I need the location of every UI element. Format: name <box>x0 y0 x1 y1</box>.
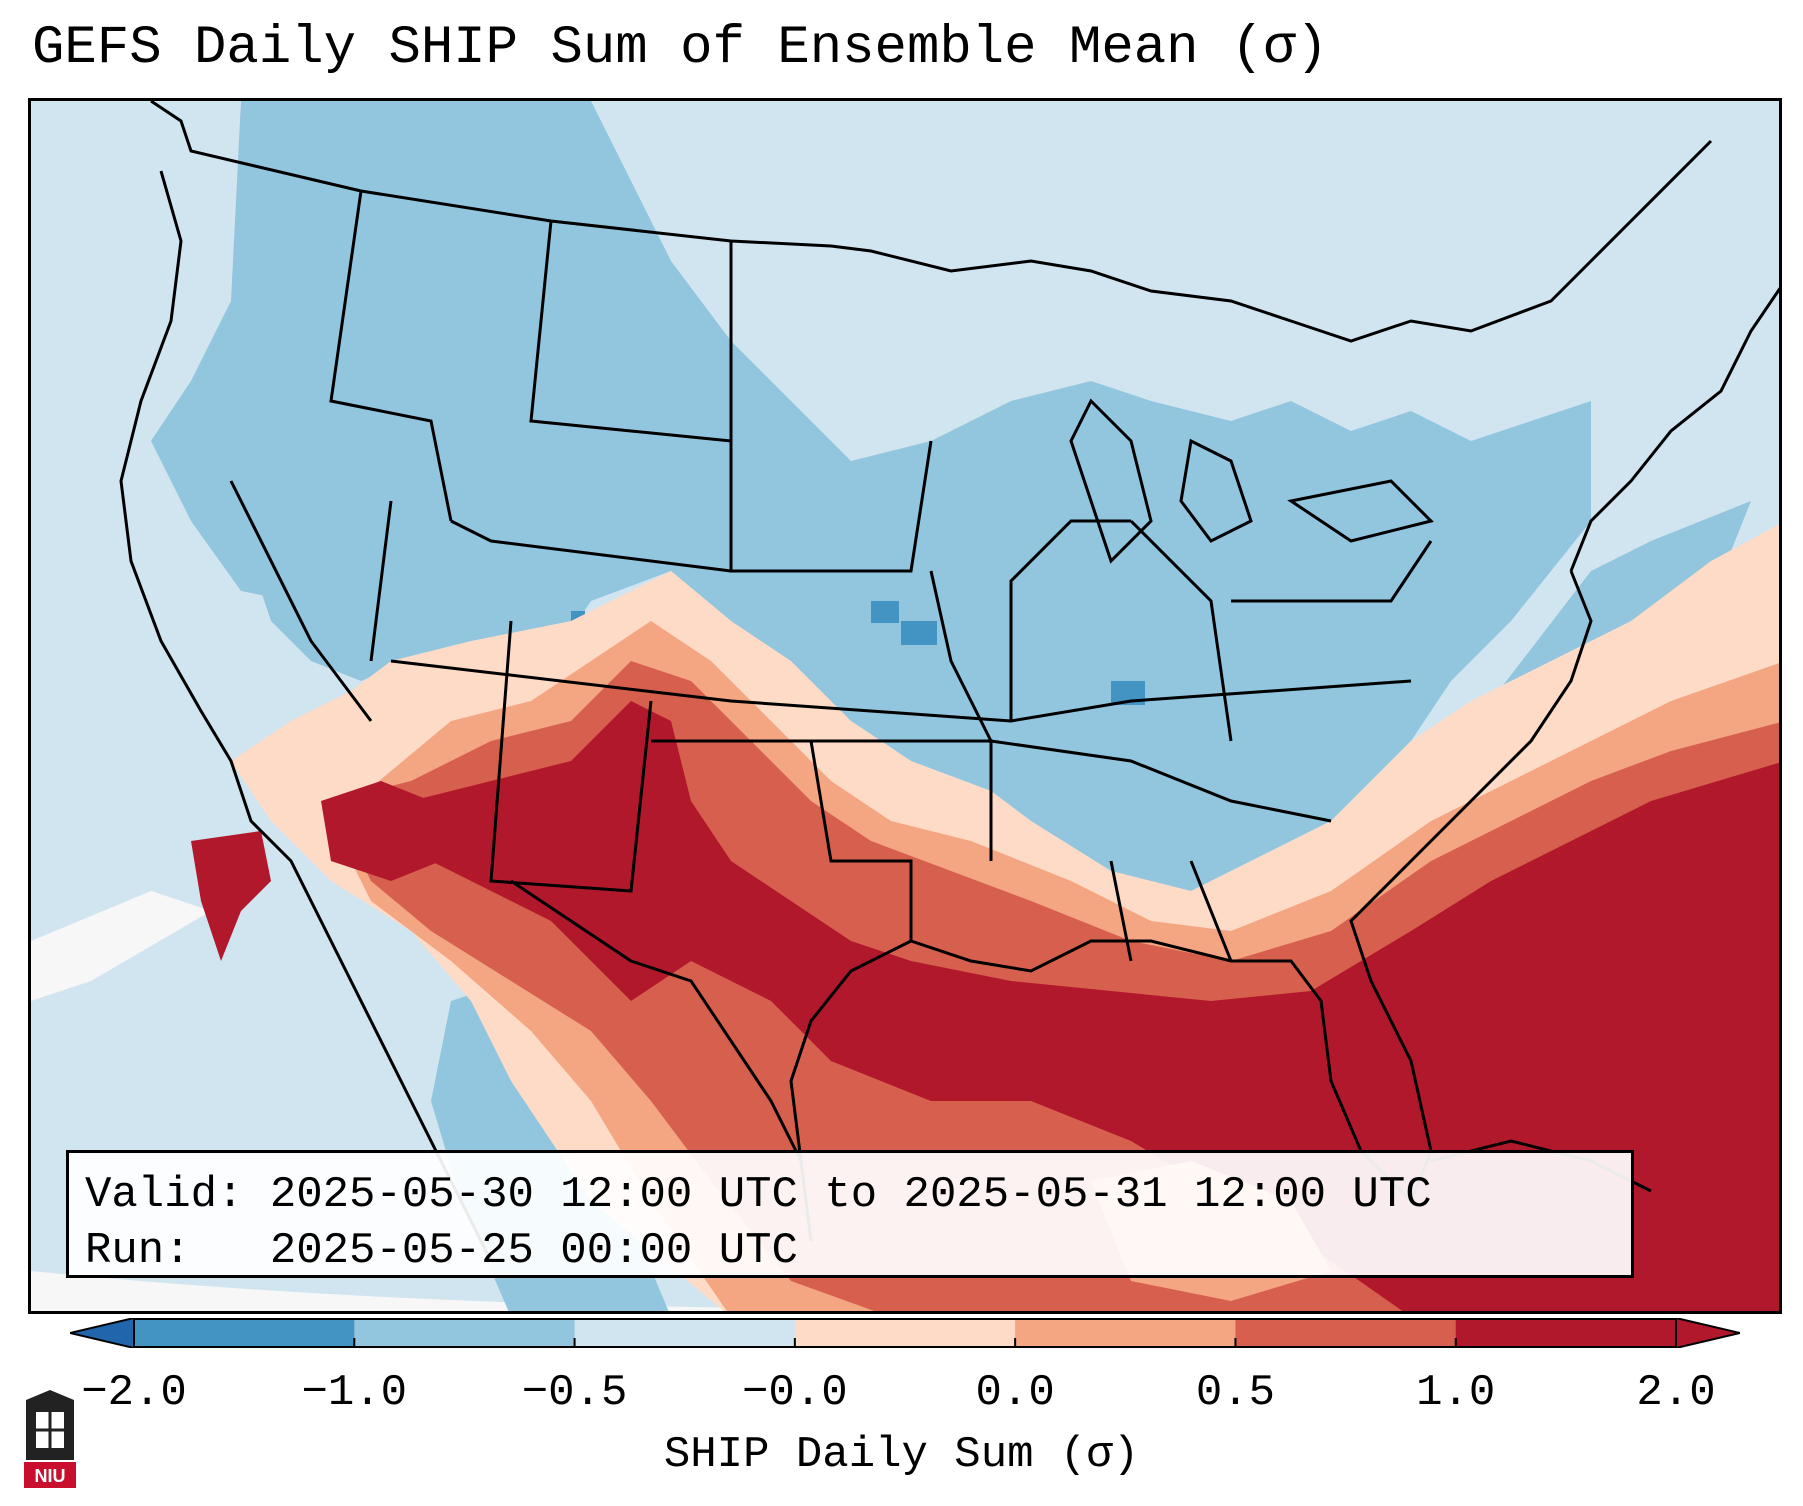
state-border <box>729 440 933 573</box>
colorbar-segment <box>574 1318 796 1348</box>
colorbar-outline <box>133 1318 1677 1348</box>
valid-label: Valid: <box>85 1170 244 1220</box>
colorbar-segment <box>1235 1318 1457 1348</box>
state-border <box>1009 519 1131 721</box>
run-value: 2025-05-25 00:00 UTC <box>269 1226 798 1276</box>
extreme-positive-baja <box>191 831 271 961</box>
great-lakes-outline <box>1287 479 1434 543</box>
colorbar-tick-label: 0.0 <box>975 1368 1055 1418</box>
state-border <box>1109 860 1133 962</box>
colorbar-tick-label: −1.0 <box>301 1368 408 1418</box>
colorbar-tick-label: −0.5 <box>521 1368 628 1418</box>
valid-value: 2025-05-30 12:00 UTC to 2025-05-31 12:00… <box>269 1170 1432 1220</box>
colorbar-segment <box>1455 1318 1677 1348</box>
colorbar <box>70 1318 1740 1348</box>
colorbar-tick-label: −0.0 <box>742 1368 848 1418</box>
state-border <box>229 480 373 722</box>
niu-logo: NIU <box>24 1390 76 1488</box>
state-border <box>990 739 1332 823</box>
state-border <box>1129 519 1233 742</box>
colorbar-segment <box>794 1318 1016 1348</box>
us-canada-border <box>150 101 1713 343</box>
great-lakes-outline <box>1069 398 1153 564</box>
colorbar-title: SHIP Daily Sum (σ) <box>663 1430 1140 1480</box>
map-panel <box>28 98 1782 1314</box>
colorbar-tick-label: 0.5 <box>1195 1368 1276 1418</box>
state-border <box>489 620 653 893</box>
colorbar-tick-label: 2.0 <box>1636 1368 1716 1418</box>
state-border <box>450 519 732 573</box>
state-border <box>1231 540 1433 603</box>
extreme-positive-arizona <box>321 781 441 881</box>
west-coast <box>119 170 493 1262</box>
chart-title: GEFS Daily SHIP Sum of Ensemble Mean (σ) <box>32 18 1329 79</box>
anomaly-map <box>31 101 1779 1311</box>
logo-banner <box>24 1462 76 1488</box>
state-border <box>651 739 913 941</box>
colorbar-segment <box>134 1318 355 1348</box>
run-line: Run: 2025-05-25 00:00 UTC <box>85 1223 1631 1279</box>
colorbar-tick-label: −2.0 <box>81 1368 187 1418</box>
colorbar-tick-label: 1.0 <box>1416 1368 1496 1418</box>
colorbar-extend-high <box>1675 1318 1740 1348</box>
valid-line: Valid: 2025-05-30 12:00 UTC to 2025-05-3… <box>85 1167 1631 1223</box>
strong-negative-spot <box>871 601 899 623</box>
great-lakes-outline <box>1179 438 1253 543</box>
mexico-coast <box>510 879 803 1162</box>
run-label: Run: <box>85 1226 191 1276</box>
valid-run-info-box: Valid: 2025-05-30 12:00 UTC to 2025-05-3… <box>66 1150 1634 1278</box>
state-border <box>529 220 733 443</box>
near-zero-zone-west <box>31 891 211 1001</box>
strong-negative-spot <box>901 621 937 645</box>
colorbar-segment <box>354 1318 576 1348</box>
colorbar-extend-low <box>70 1318 135 1348</box>
logo-text: NIU <box>35 1466 66 1486</box>
state-border <box>1189 860 1233 962</box>
northeast-coast <box>1569 287 1779 572</box>
negative-anomaly-great-basin <box>231 461 451 681</box>
state-border <box>329 190 453 522</box>
state-border <box>929 570 993 742</box>
logo-roof <box>26 1390 74 1400</box>
colorbar-segment <box>1015 1318 1236 1348</box>
state-border <box>369 500 393 662</box>
